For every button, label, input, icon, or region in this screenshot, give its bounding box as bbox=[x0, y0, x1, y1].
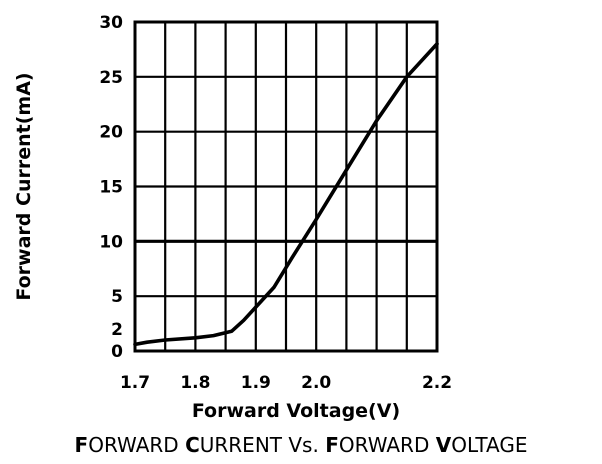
y-tick-label: 25 bbox=[99, 68, 123, 88]
x-tick-label: 2.0 bbox=[301, 373, 331, 393]
grid-lines bbox=[133, 20, 439, 353]
y-tick-label: 15 bbox=[99, 178, 123, 198]
y-axis-label: Forward Current(mA) bbox=[13, 72, 35, 300]
x-tick-label: 2.2 bbox=[422, 373, 452, 393]
caption-part: Vs. bbox=[288, 433, 325, 457]
plot-frame bbox=[133, 20, 439, 353]
caption-part: F bbox=[325, 433, 339, 457]
y-tick-label: 10 bbox=[99, 232, 123, 252]
caption-part: URRENT bbox=[200, 433, 289, 457]
caption-part: ORWARD bbox=[88, 433, 185, 457]
x-tick-label: 1.8 bbox=[180, 373, 210, 393]
y-tick-label: 0 bbox=[111, 342, 123, 362]
x-tick-label: 1.9 bbox=[241, 373, 271, 393]
caption-part: ORWARD bbox=[339, 433, 436, 457]
x-axis-label: Forward Voltage(V) bbox=[192, 400, 400, 422]
x-tick-label: 1.7 bbox=[120, 373, 150, 393]
caption-part: V bbox=[436, 433, 452, 457]
caption-part: C bbox=[185, 433, 200, 457]
y-tick-label: 2 bbox=[111, 320, 123, 340]
y-tick-label: 30 bbox=[99, 13, 123, 33]
y-tick-label: 20 bbox=[99, 123, 123, 143]
y-tick-label: 5 bbox=[111, 287, 123, 307]
series-line bbox=[133, 42, 439, 347]
caption-part: OLTAGE bbox=[451, 433, 527, 457]
caption-part: F bbox=[75, 433, 89, 457]
series-layer bbox=[133, 42, 439, 347]
chart-caption: FORWARD CURRENT Vs. FORWARD VOLTAGE bbox=[75, 433, 528, 457]
x-tick-labels: 1.7 1.8 1.9 2.0 2.2 bbox=[120, 373, 452, 393]
